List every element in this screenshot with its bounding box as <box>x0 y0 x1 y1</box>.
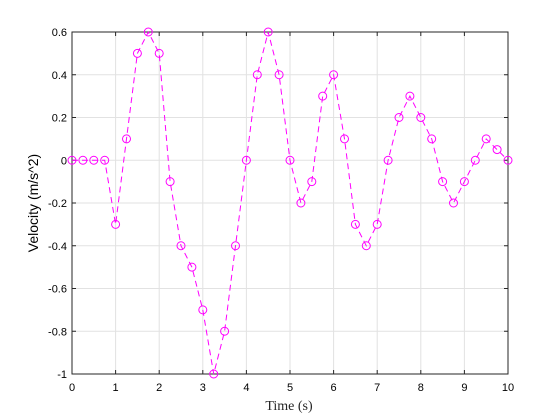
data-point-marker <box>67 155 77 165</box>
data-point-marker <box>416 113 426 122</box>
x-tick-label: 10 <box>502 382 514 394</box>
x-axis-label: Time (s) <box>265 399 313 414</box>
data-point-marker <box>361 241 371 251</box>
data-point-marker <box>122 134 131 144</box>
y-tick-label: -0.2 <box>48 198 67 210</box>
y-tick-label: -1 <box>57 369 67 381</box>
tick-marks <box>71 31 509 375</box>
data-point-marker <box>187 262 197 272</box>
y-tick-label: 0.4 <box>52 70 67 82</box>
y-tick-label: 0.2 <box>52 113 67 125</box>
data-point-marker <box>111 219 121 229</box>
data-point-marker <box>78 155 88 165</box>
x-tick-label: 1 <box>113 382 119 394</box>
x-tick-label: 7 <box>374 382 380 394</box>
x-tick-label: 6 <box>331 382 337 394</box>
data-point-marker <box>470 155 480 165</box>
data-point-marker <box>100 155 110 165</box>
data-point-marker <box>459 177 469 187</box>
y-tick-labels: -1 -0.8 -0.6 -0.4 -0.2 0 0.2 0.4 0.6 <box>48 27 67 381</box>
series-line <box>72 30 509 375</box>
data-point-marker <box>318 91 328 101</box>
data-point-marker <box>198 305 208 315</box>
y-tick-label: -0.6 <box>48 284 67 296</box>
data-point-marker <box>350 219 360 229</box>
data-point-marker <box>340 134 349 144</box>
data-markers <box>67 27 513 379</box>
data-point-marker <box>89 155 99 165</box>
x-tick-label: 0 <box>69 382 75 394</box>
data-point-marker <box>296 198 306 208</box>
data-point-marker <box>241 155 251 165</box>
data-point-marker <box>481 134 491 144</box>
data-point-marker <box>449 198 458 208</box>
x-tick-labels: 0 1 2 3 4 5 6 7 8 9 10 <box>69 382 514 394</box>
data-point-marker <box>329 70 339 80</box>
y-tick-label: 0.6 <box>52 27 67 39</box>
data-point-marker <box>307 177 317 187</box>
data-point-marker <box>274 70 284 80</box>
data-point-marker <box>383 155 393 165</box>
data-point-marker <box>394 113 404 122</box>
x-tick-label: 4 <box>243 382 249 394</box>
data-point-marker <box>285 155 295 165</box>
data-point-marker <box>263 27 273 37</box>
data-point-marker <box>220 326 230 336</box>
data-point-marker <box>231 241 240 251</box>
y-tick-label: -0.8 <box>48 326 67 338</box>
x-tick-label: 3 <box>200 382 206 394</box>
data-point-marker <box>503 155 513 165</box>
data-point-marker <box>165 177 175 187</box>
data-point-marker <box>492 145 502 155</box>
x-tick-label: 9 <box>461 382 467 394</box>
data-point-marker <box>405 91 415 101</box>
data-point-marker <box>176 241 186 251</box>
data-point-marker <box>438 177 448 187</box>
data-point-marker <box>252 70 262 80</box>
y-tick-label: 0 <box>61 155 67 167</box>
data-point-marker <box>154 48 164 58</box>
y-axis-label: Velocity (m/s^2) <box>25 154 41 252</box>
x-tick-label: 8 <box>418 382 424 394</box>
x-tick-label: 5 <box>287 382 293 394</box>
y-tick-label: -0.4 <box>48 241 67 253</box>
data-point-marker <box>143 27 153 37</box>
data-point-marker <box>209 369 219 379</box>
data-point-marker <box>132 48 142 58</box>
x-tick-label: 2 <box>156 382 162 394</box>
data-point-marker <box>427 134 437 144</box>
data-point-marker <box>372 219 382 229</box>
